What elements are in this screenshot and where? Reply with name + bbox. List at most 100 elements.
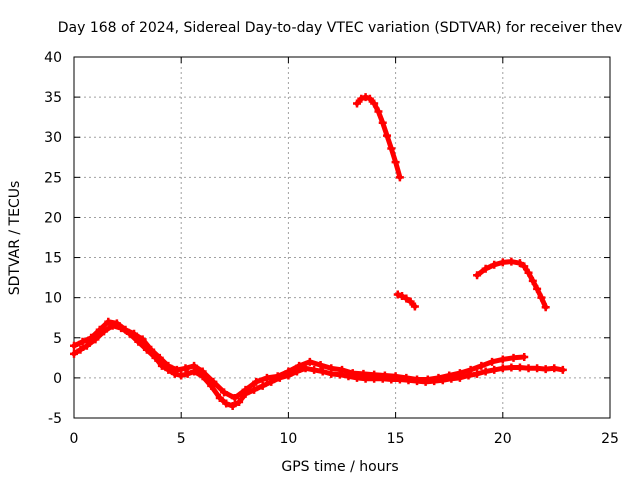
y-tick-label: 25 (44, 170, 62, 186)
data-point (520, 262, 529, 271)
data-point (466, 365, 475, 374)
y-tick-label: 30 (44, 130, 62, 146)
plot-frame (73, 56, 611, 419)
data-point (348, 369, 357, 378)
data-point (262, 373, 271, 382)
data-point (353, 99, 362, 108)
data-point (378, 118, 387, 127)
data-point (295, 361, 304, 370)
data-point (515, 363, 524, 372)
y-tick-label: 5 (53, 331, 62, 347)
data-point (220, 388, 229, 397)
data-point (95, 325, 104, 334)
y-tick-label: 40 (44, 50, 62, 66)
data-point (183, 369, 192, 378)
chart-title: Day 168 of 2024, Sidereal Day-to-day VTE… (58, 20, 622, 36)
y-tick-label: 35 (44, 90, 62, 106)
data-series (70, 93, 567, 410)
data-point (380, 371, 389, 380)
data-point (284, 367, 293, 376)
data-point (473, 271, 482, 280)
data-point (398, 292, 407, 301)
data-point (198, 367, 207, 376)
data-point (434, 373, 443, 382)
data-point (507, 257, 516, 266)
data-point (533, 284, 542, 293)
data-point (541, 303, 550, 312)
data-point (230, 393, 239, 402)
data-point (533, 364, 542, 373)
data-point (558, 365, 567, 374)
data-point (509, 353, 518, 362)
data-point (393, 290, 402, 299)
data-point (121, 325, 130, 334)
x-tick-label: 25 (601, 431, 619, 447)
data-point (318, 367, 327, 376)
data-point (524, 268, 533, 277)
data-point (228, 401, 237, 410)
data-point (455, 369, 464, 378)
x-tick-label: 10 (279, 431, 297, 447)
data-point (402, 373, 411, 382)
data-point (70, 341, 78, 350)
data-point (410, 302, 419, 311)
data-point (413, 375, 422, 384)
data-point (387, 144, 396, 153)
x-tick-label: 20 (494, 431, 512, 447)
data-point (477, 361, 486, 370)
data-point (361, 93, 370, 102)
data-point (391, 158, 400, 167)
data-point (370, 370, 379, 379)
x-axis-label: GPS time / hours (281, 459, 398, 475)
y-tick-label: 0 (53, 371, 62, 387)
data-point (498, 258, 507, 267)
data-point (423, 375, 432, 384)
data-point (498, 355, 507, 364)
y-tick-label: 10 (44, 291, 62, 307)
data-point (338, 365, 346, 374)
data-point (250, 385, 259, 394)
x-tick-label: 15 (387, 431, 405, 447)
grid-lines (74, 57, 610, 418)
data-point (177, 371, 186, 380)
data-point (258, 381, 267, 390)
data-point (70, 349, 78, 358)
data-point (528, 276, 537, 285)
data-point (537, 293, 546, 302)
data-point (222, 399, 231, 408)
y-tick-label: -5 (48, 411, 62, 427)
data-point (481, 264, 490, 273)
data-point (402, 294, 411, 303)
data-point (490, 260, 499, 269)
data-point (550, 364, 559, 373)
data-point (82, 341, 91, 350)
y-tick-label: 20 (44, 210, 62, 226)
data-point (252, 377, 261, 386)
data-point (524, 364, 533, 373)
data-point (181, 364, 190, 373)
data-point (445, 371, 454, 380)
data-point (241, 385, 250, 394)
data-point (87, 333, 96, 342)
data-point (104, 317, 113, 326)
y-tick-label: 15 (44, 251, 62, 267)
data-point (305, 357, 314, 366)
data-point (488, 357, 497, 366)
data-point (327, 364, 336, 373)
data-point (112, 319, 121, 328)
data-point (310, 365, 319, 374)
data-point (273, 372, 282, 381)
data-point (481, 367, 490, 376)
data-point (138, 335, 147, 344)
data-point (215, 393, 224, 402)
data-point (507, 363, 516, 372)
data-point (357, 94, 366, 103)
data-point (541, 365, 550, 374)
data-point (395, 173, 404, 182)
data-point (515, 259, 524, 268)
x-tick-label: 0 (70, 431, 79, 447)
axis-ticks: 0 5 10 15 20 25 -5 0 5 10 15 20 25 30 35 40 (44, 50, 619, 447)
series-main-band-upper-line (71, 319, 527, 401)
data-point (316, 361, 325, 370)
data-point (370, 99, 379, 108)
